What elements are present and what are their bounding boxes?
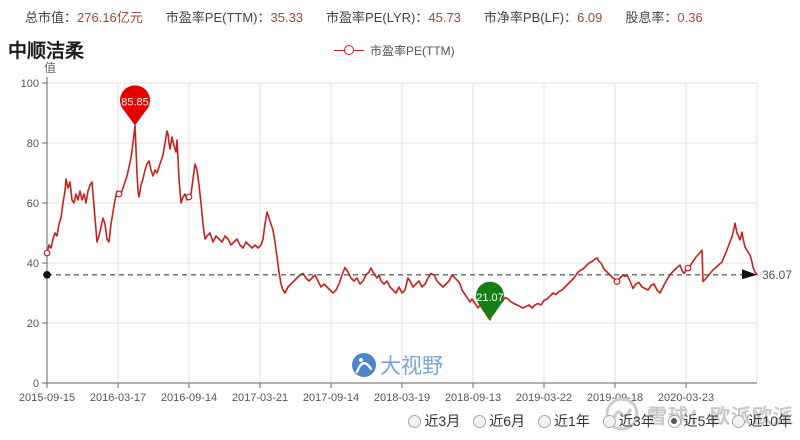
pe-line-chart[interactable]: 0 20 40 60 80 100 值 2015-09-15 2016-03-17 2016-09… (0, 60, 800, 410)
legend-pe-ttm[interactable]: 市盈率PE(TTM) (334, 42, 455, 59)
svg-text:2016-03-17: 2016-03-17 (90, 392, 146, 404)
stat-dividend-yield: 股息率：0.36 (625, 7, 702, 26)
radio-icon[interactable] (408, 414, 422, 428)
xueqiu-watermark: 雪球：欧派欧派 (604, 396, 794, 432)
stat-value: 45.73 (428, 10, 461, 25)
stat-label: 市盈率PE(TTM)： (165, 10, 271, 25)
stat-value: 35.33 (270, 10, 304, 25)
stat-label: 市盈率PE(LYR)： (326, 10, 429, 25)
svg-text:2020-03-23: 2020-03-23 (658, 392, 714, 404)
svg-text:85.85: 85.85 (121, 96, 149, 108)
radio-icon[interactable] (602, 414, 616, 428)
svg-text:80: 80 (27, 138, 39, 150)
period-label: 近1年 (554, 413, 590, 429)
period-label: 近3月 (424, 413, 461, 429)
xueqiu-logo-icon (605, 397, 639, 431)
period-option-5y[interactable]: 近5年 (667, 411, 720, 431)
stat-value: 276.16亿元 (77, 10, 143, 25)
stat-value: 0.36 (677, 10, 703, 25)
legend-line-marker-icon (334, 45, 364, 55)
period-option-6m[interactable]: 近6月 (473, 411, 525, 431)
stat-value: 6.09 (577, 10, 603, 25)
period-label: 近3年 (618, 413, 655, 429)
radio-icon[interactable] (538, 414, 552, 428)
stat-pb-lf: 市净率PB(LF)：6.09 (484, 7, 602, 26)
svg-text:2017-09-14: 2017-09-14 (303, 392, 359, 404)
period-label: 近5年 (683, 413, 720, 429)
svg-text:36.07: 36.07 (762, 268, 792, 282)
page-title: 中顺洁柔 (8, 41, 85, 62)
period-label: 近10年 (748, 413, 792, 429)
xueqiu-watermark-text: 雪球：欧派欧派 (647, 405, 794, 428)
stat-pe-lyr: 市盈率PE(LYR)：45.73 (326, 7, 461, 26)
stat-label: 总市值： (25, 10, 78, 25)
svg-text:2017-03-21: 2017-03-21 (232, 392, 288, 404)
radio-icon[interactable] (473, 414, 487, 428)
svg-text:21.07: 21.07 (476, 292, 504, 304)
stat-market-cap: 总市值：276.16亿元 (25, 7, 143, 26)
svg-text:2018-09-13: 2018-09-13 (445, 392, 501, 404)
svg-text:20: 20 (27, 318, 39, 330)
radio-icon[interactable] (732, 414, 746, 428)
svg-text:40: 40 (27, 258, 39, 270)
svg-text:60: 60 (27, 198, 39, 210)
svg-text:2018-03-19: 2018-03-19 (374, 392, 430, 404)
svg-text:0: 0 (33, 378, 39, 390)
period-selector: 近3月 近6月 近1年 近3年 近5年 近10年 (408, 411, 792, 431)
stat-label: 股息率： (625, 10, 678, 25)
stat-label: 市净率PB(LF)： (483, 10, 578, 25)
svg-text:2016-09-14: 2016-09-14 (161, 392, 217, 404)
stats-bar: 总市值：276.16亿元 市盈率PE(TTM)：35.33 市盈率PE(LYR)… (25, 7, 703, 26)
radio-icon[interactable] (667, 414, 681, 428)
period-option-3m[interactable]: 近3月 (408, 411, 460, 431)
svg-text:2019-03-22: 2019-03-22 (516, 392, 572, 404)
svg-text:大视野: 大视野 (380, 355, 443, 378)
period-option-10y[interactable]: 近10年 (732, 411, 792, 431)
period-option-3y[interactable]: 近3年 (602, 411, 655, 431)
legend-label: 市盈率PE(TTM) (370, 44, 455, 58)
svg-text:值: 值 (44, 60, 56, 75)
svg-text:2015-09-15: 2015-09-15 (19, 392, 75, 404)
period-label: 近6月 (489, 413, 526, 429)
svg-text:100: 100 (21, 78, 39, 90)
dashiye-watermark: 大视野 (352, 353, 443, 378)
period-option-1y[interactable]: 近1年 (538, 411, 590, 431)
stat-pe-ttm: 市盈率PE(TTM)：35.33 (166, 7, 303, 26)
